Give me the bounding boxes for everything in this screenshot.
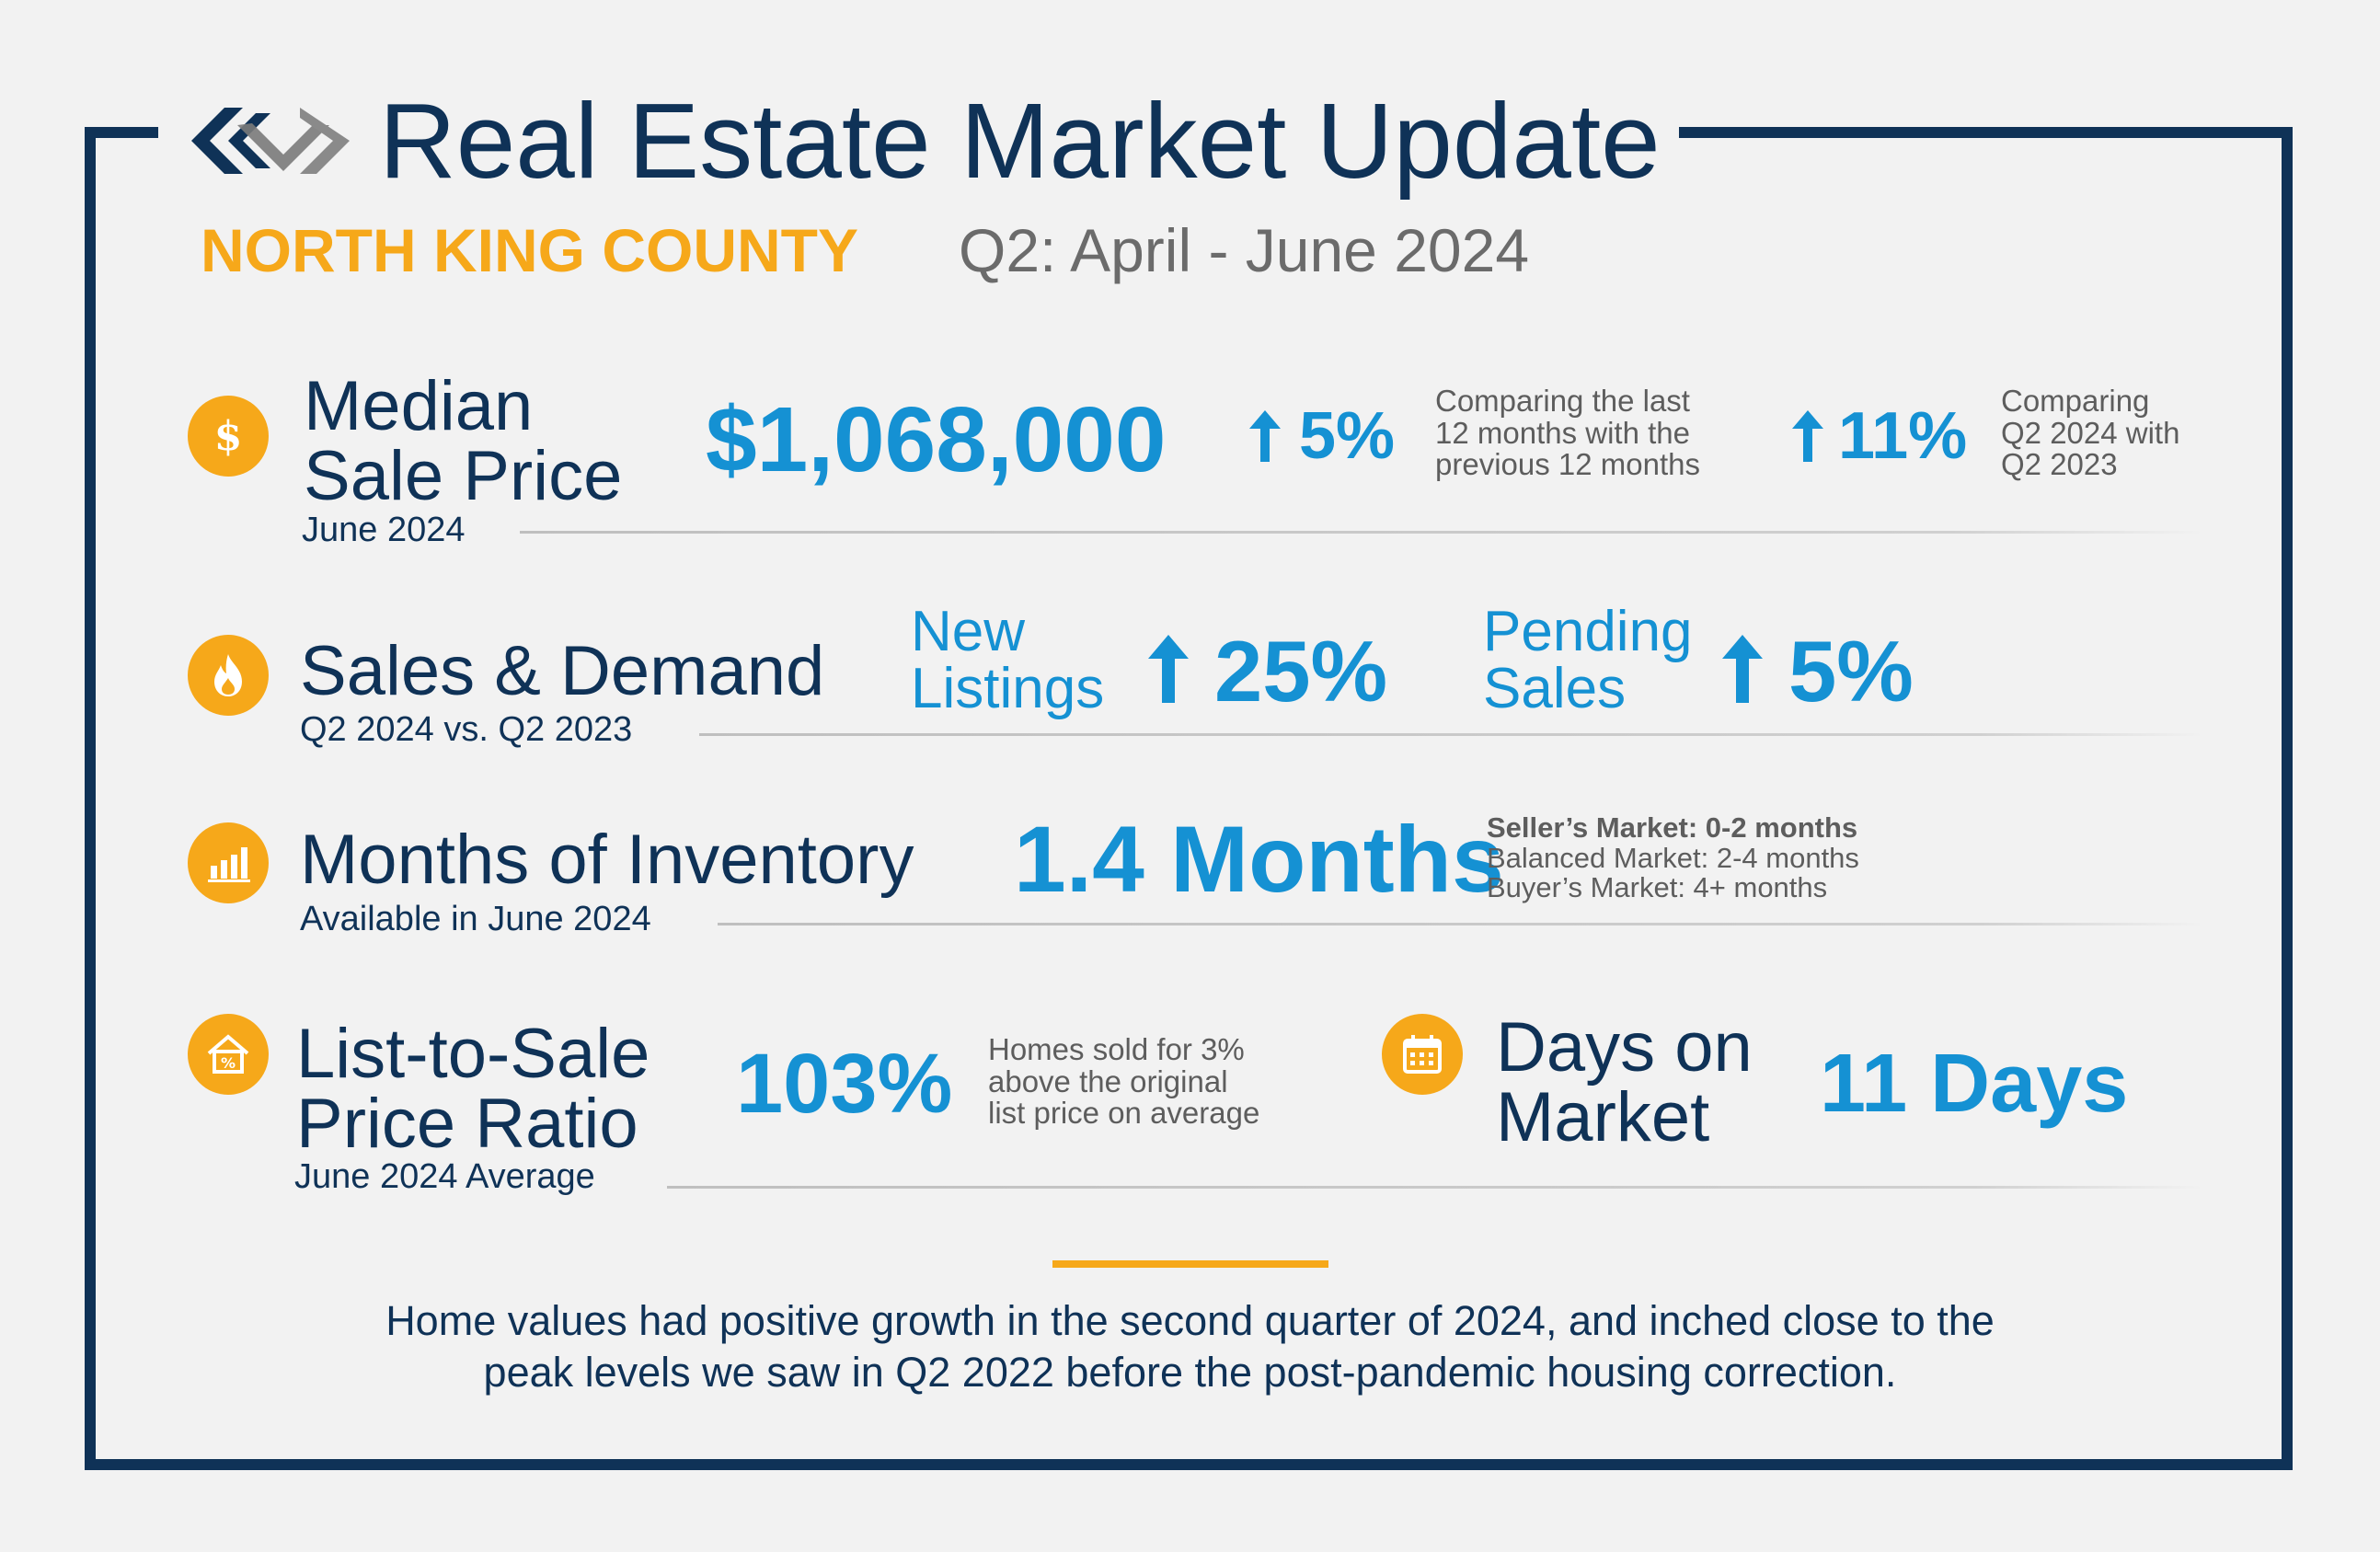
house-percent-icon: %: [188, 1014, 269, 1095]
row-divider: [520, 531, 2203, 534]
median-change-yoy: 11%: [1838, 399, 1968, 473]
dollar-icon: $: [188, 396, 269, 477]
list-to-sale-label: List-to-Sale Price Ratio: [296, 1015, 650, 1163]
median-change-12mo: 5%: [1299, 399, 1396, 473]
accent-divider: [1052, 1260, 1328, 1268]
median-change-yoy-note: Comparing Q2 2024 with Q2 2023: [2001, 384, 2180, 482]
market-legend: Seller’s Market: 0-2 months Balanced Mar…: [1487, 811, 1859, 904]
median-sale-price-label: Median Sale Price: [304, 367, 623, 515]
arrow-up-icon: [1722, 635, 1763, 703]
frame-border-top-left: [85, 127, 158, 138]
row-divider: [699, 733, 2203, 736]
days-on-market-value: 11 Days: [1820, 1038, 2129, 1130]
inventory-value: 1.4 Months: [1014, 807, 1504, 912]
median-change-12mo-note: Comparing the last 12 months with the pr…: [1435, 384, 1700, 482]
list-to-sale-note: Homes sold for 3% above the original lis…: [988, 1032, 1260, 1131]
region-label: NORTH KING COUNTY: [201, 216, 858, 284]
pending-sales-label: Pending Sales: [1483, 600, 1693, 720]
new-listings-change: 25%: [1214, 623, 1388, 719]
frame-border-left: [85, 127, 96, 1470]
arrow-up-icon: [1792, 410, 1823, 462]
median-sale-price-date: June 2024: [302, 511, 466, 549]
flame-icon: [188, 635, 269, 716]
svg-text:$: $: [214, 413, 243, 460]
calendar-icon: [1382, 1014, 1463, 1095]
list-to-sale-sub: June 2024 Average: [294, 1157, 595, 1196]
page-title: Real Estate Market Update: [379, 81, 1661, 201]
inventory-sub: Available in June 2024: [300, 900, 651, 938]
frame-border-right: [2282, 127, 2293, 1470]
svg-text:%: %: [221, 1054, 236, 1072]
pending-sales-change: 5%: [1788, 623, 1914, 719]
brand-logo-icon: [191, 108, 350, 174]
summary-text: Home values had positive growth in the s…: [385, 1297, 1995, 1397]
sales-demand-period: Q2 2024 vs. Q2 2023: [300, 710, 633, 749]
median-sale-price-value: $1,068,000: [706, 388, 1167, 491]
days-on-market-label: Days on Market: [1496, 1008, 1753, 1156]
new-listings-label: New Listings: [911, 600, 1105, 720]
list-to-sale-value: 103%: [736, 1037, 953, 1131]
bar-chart-icon: [188, 822, 269, 903]
period-label: Q2: April - June 2024: [959, 216, 1530, 284]
row-divider: [718, 923, 2203, 925]
sales-demand-label: Sales & Demand: [300, 632, 825, 710]
inventory-label: Months of Inventory: [300, 821, 914, 899]
frame-border-top-right: [1679, 127, 2293, 138]
row-divider: [667, 1186, 2203, 1189]
frame-border-bottom: [85, 1459, 2293, 1470]
arrow-up-icon: [1148, 635, 1189, 703]
arrow-up-icon: [1249, 410, 1281, 462]
